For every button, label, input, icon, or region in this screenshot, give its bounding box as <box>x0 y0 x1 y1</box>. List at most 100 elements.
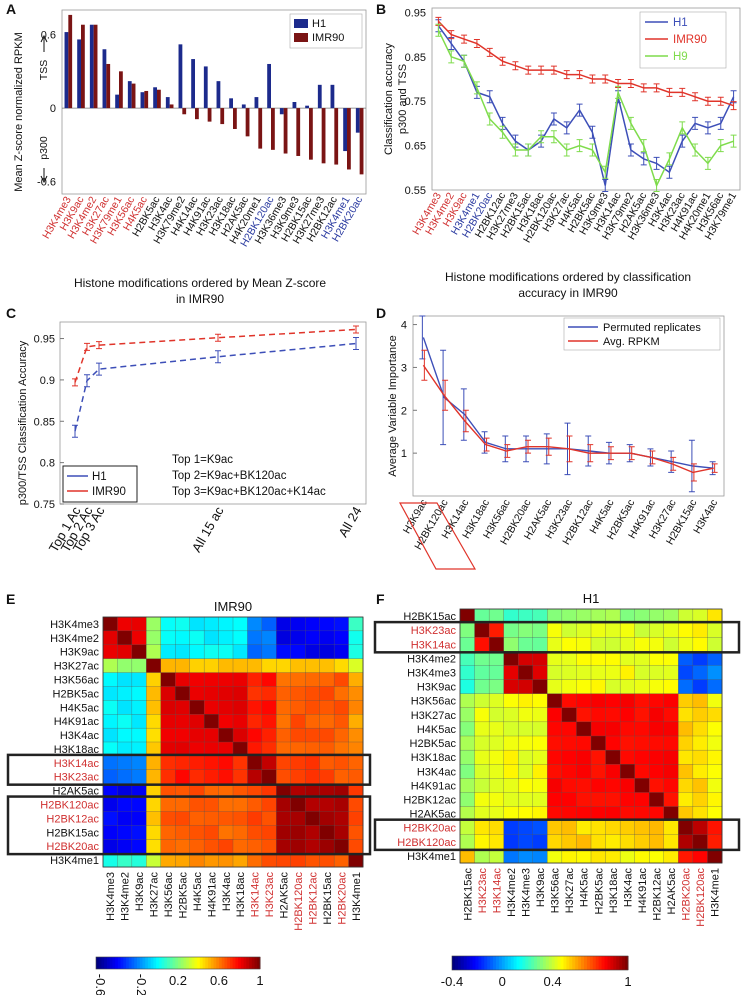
panel-d-errorbar <box>504 444 511 458</box>
heatmap-cell <box>189 644 205 660</box>
heatmap-cell <box>619 637 636 652</box>
heatmap-cell <box>503 749 519 765</box>
heatmap-cell <box>203 616 220 632</box>
heatmap-cell <box>160 825 176 840</box>
heatmap-cell <box>474 834 490 850</box>
heatmap-cell <box>146 714 162 729</box>
heatmap-col-label: H3K4me2 <box>506 868 518 917</box>
heatmap-cell <box>131 769 147 785</box>
heatmap-cell <box>605 778 621 793</box>
panel-b-ylabel-2: p300 and TSS <box>397 64 409 134</box>
heatmap-cell <box>276 825 292 840</box>
panel-b-errorbar-imr90 <box>602 74 609 84</box>
heatmap-cell <box>692 764 708 779</box>
heatmap-cell <box>518 834 534 850</box>
heatmap-cell <box>707 679 723 695</box>
panel-b-errorbar-h1 <box>692 116 699 130</box>
colorbar-tick-label: 0.4 <box>544 974 562 989</box>
colorbar-segment <box>169 957 174 969</box>
colorbar-segment <box>572 956 576 970</box>
heatmap-frame <box>102 616 364 868</box>
heatmap-cell <box>232 700 248 715</box>
colorbar-segment <box>595 956 600 970</box>
heatmap-cell <box>319 839 335 854</box>
panel-b-legend-label: H9 <box>673 51 688 63</box>
panel-a-bar-h1 <box>216 81 221 109</box>
heatmap-cell <box>619 679 636 695</box>
colorbar-segment <box>197 957 201 969</box>
heatmap-cell <box>488 834 505 850</box>
colorbar-segment <box>161 957 165 969</box>
heatmap-cell <box>459 637 476 652</box>
panel-a-bar-h1 <box>343 108 347 152</box>
heatmap-cell <box>678 792 694 808</box>
heatmap-cell <box>590 721 607 737</box>
panel-a-bar-imr90 <box>93 24 98 109</box>
heatmap-cell <box>547 721 563 737</box>
heatmap-cell <box>261 644 277 660</box>
heatmap-cell <box>518 792 534 808</box>
heatmap-cluster-box <box>6 753 372 786</box>
colorbar-segment <box>592 956 597 970</box>
panel-b-errorbar-imr90 <box>512 61 519 71</box>
heatmap-cell <box>503 834 519 850</box>
heatmap-cell <box>518 679 534 695</box>
heatmap-cell <box>146 672 162 687</box>
heatmap-cell <box>117 797 133 812</box>
heatmap-col-label: H3K27ac <box>564 868 576 914</box>
colorbar-frame <box>95 956 261 970</box>
panel-a-bar-h1 <box>305 105 309 109</box>
heatmap-cell <box>532 735 548 751</box>
heatmap-cell <box>605 707 621 723</box>
heatmap-cell <box>131 755 147 771</box>
heatmap-cell <box>649 764 665 779</box>
heatmap-cell <box>663 834 679 850</box>
panel-b-errorbar-imr90 <box>704 96 711 106</box>
panel-b-errorbar-imr90 <box>666 87 673 97</box>
heatmap-cell <box>117 811 133 826</box>
heatmap-cell <box>663 764 679 779</box>
panel-d-errorbar <box>649 450 656 465</box>
colorbar-segment <box>625 956 629 970</box>
heatmap-cell <box>663 735 679 751</box>
heatmap-cell <box>305 686 321 701</box>
heatmap-cell <box>247 811 263 826</box>
heatmap-cell <box>474 749 490 765</box>
panel-a-bar-imr90 <box>296 108 301 156</box>
panel-b-xlabel-2: accuracy in IMR90 <box>518 286 618 300</box>
heatmap-row-label: H3K4me2 <box>407 653 456 665</box>
heatmap-cell <box>261 700 277 715</box>
heatmap-row-label: H3K56ac <box>54 675 100 687</box>
heatmap-row-label: H4K5ac <box>60 702 100 714</box>
heatmap-cell <box>474 735 490 751</box>
panel-c-legend-label: IMR90 <box>92 486 126 498</box>
panel-c-ylabel: p300/TSS Classification Accuracy <box>17 340 29 505</box>
heatmap-cell <box>232 797 248 812</box>
colorbar-segment <box>604 956 608 970</box>
panel-d-highlight-box <box>398 502 477 570</box>
heatmap-cell <box>474 721 490 737</box>
colorbar-segment <box>131 957 135 969</box>
panel-b-errorbar-h1 <box>550 112 557 126</box>
heatmap-cell <box>218 839 234 854</box>
heatmap-cell <box>348 714 364 729</box>
colorbar-segment <box>581 956 585 970</box>
heatmap-cell <box>348 644 364 660</box>
heatmap-cell <box>692 679 708 695</box>
panel-c-xtick-label: All 24 <box>335 504 364 540</box>
panel-a-bar-imr90 <box>131 83 136 109</box>
heatmap-row-label: H2BK20ac <box>46 841 99 853</box>
colorbar-segment <box>145 957 149 969</box>
heatmap-row-label: H3K14ac <box>54 758 100 770</box>
panel-a-bar-h1 <box>241 104 246 109</box>
colorbar-segment <box>188 957 193 969</box>
heatmap-cell <box>576 792 592 808</box>
heatmap-row-label: H3K4me3 <box>407 668 456 680</box>
heatmap-cell <box>692 792 708 808</box>
heatmap-cell <box>276 714 292 729</box>
heatmap-cluster-box <box>373 620 741 654</box>
heatmap-row-label: H2BK5ac <box>410 738 457 750</box>
heatmap-cell <box>561 637 577 652</box>
colorbar-segment <box>452 956 456 970</box>
heatmap-col-label: H3K4me1 <box>710 868 722 917</box>
